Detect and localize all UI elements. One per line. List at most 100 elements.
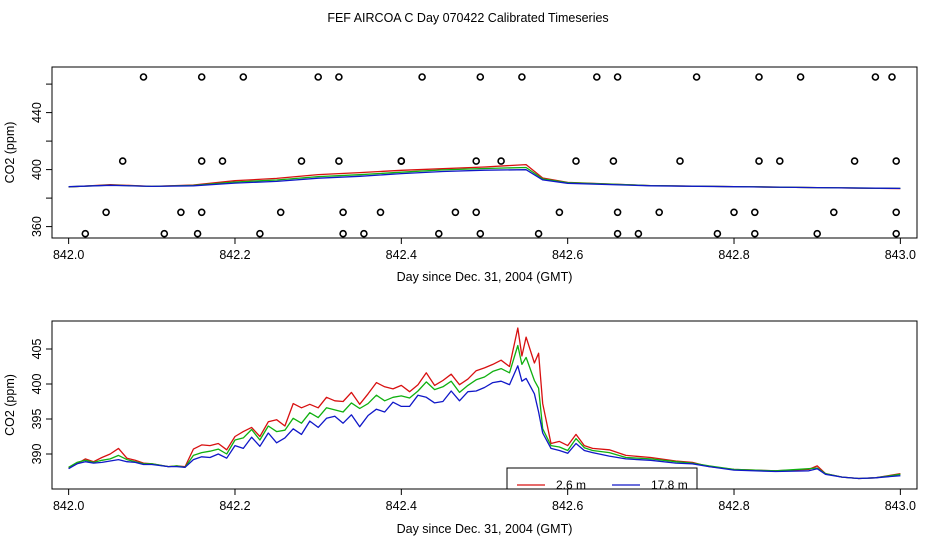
marker-point [335,157,343,165]
marker-point [655,208,664,217]
top-plot-frame [51,66,918,239]
x-tick-label: 842.6 [552,499,583,513]
x-tick-label: 842.2 [219,499,250,513]
marker-point [476,229,485,238]
marker-point [335,73,343,81]
marker-point [193,229,202,238]
top-x-axis: 842.0 842.2 842.4 842.6 842.8 843.0 [53,238,916,262]
marker-point [755,157,763,165]
y-tick-label: 405 [30,339,44,360]
legend-box [506,467,698,490]
marker-point [775,157,784,165]
marker-point [256,229,264,238]
marker-point [572,157,580,165]
marker-point [813,229,822,238]
marker-point [218,157,227,165]
marker-point [750,229,759,238]
x-tick-label: 842.2 [219,248,250,262]
marker-point [613,73,622,81]
top-panel: 842.0 842.2 842.4 842.6 842.8 843.0 360 400 440… [3,66,918,284]
marker-point [497,157,505,165]
x-tick-label: 842.8 [718,248,749,262]
top-y-axis: 360 400 440 [30,83,52,237]
marker-point [139,73,148,81]
marker-point [276,208,285,217]
marker-point [634,229,643,238]
top-y-axis-label: CO2 (ppm) [3,122,17,184]
marker-point [239,73,248,81]
x-tick-label: 842.0 [53,248,84,262]
marker-point [829,208,838,217]
bottom-series-group [68,327,901,480]
marker-point [609,157,618,165]
x-tick-label: 843.0 [885,499,916,513]
marker-point [418,73,426,81]
legend-label-17.8m: 17.8 m [651,478,688,492]
marker-point [197,157,206,165]
page-title: FEF AIRCOA C Day 070422 Calibrated Times… [327,11,608,25]
marker-point [613,229,622,238]
marker-point [555,208,564,217]
marker-point [472,157,481,165]
marker-point [892,208,901,217]
series-line-3 [68,365,901,480]
y-tick-label: 400 [30,374,44,395]
marker-point [197,73,206,81]
marker-point [713,229,722,238]
y-tick-label: 395 [30,409,44,430]
top-series-group [68,163,901,190]
marker-point [750,208,759,217]
marker-point [339,229,347,238]
bottom-panel: 842.0 842.2 842.4 842.6 842.8 843.0 390 395 400… [3,320,918,536]
marker-point [118,157,127,165]
x-tick-label: 842.8 [718,499,749,513]
marker-point [892,157,901,165]
top-x-axis-label: Day since Dec. 31, 2004 (GMT) [397,270,573,284]
legend: 2.6 m 17.8 m [506,467,698,492]
marker-point [692,73,701,81]
marker-point [102,208,110,217]
y-tick-label: 390 [30,444,44,465]
bottom-y-axis-label: CO2 (ppm) [3,374,17,436]
marker-point [613,208,622,217]
marker-point [871,73,880,81]
bottom-y-axis: 390 395 400 405 [30,339,52,465]
marker-point [451,208,460,217]
legend-label-2.6m: 2.6 m [556,478,586,492]
y-tick-label: 400 [30,159,44,180]
x-tick-label: 842.4 [386,499,417,513]
marker-point [314,73,323,81]
series-line-3 [68,169,901,190]
y-tick-label: 440 [30,102,44,123]
bottom-x-axis-label: Day since Dec. 31, 2004 (GMT) [397,522,573,536]
marker-point [397,157,406,165]
marker-point [472,208,481,217]
bottom-plot-frame [51,320,918,490]
marker-point [796,73,805,81]
x-tick-label: 842.6 [552,248,583,262]
marker-point [197,208,206,217]
y-tick-label: 360 [30,216,44,237]
marker-point [339,208,347,217]
x-tick-label: 842.0 [53,499,84,513]
marker-point [676,157,684,165]
marker-point [592,73,601,81]
marker-point [534,229,543,238]
marker-point [850,157,859,165]
bottom-x-axis: 842.0 842.2 842.4 842.6 842.8 843.0 [53,489,916,513]
marker-point [177,208,185,217]
marker-point [476,73,485,81]
marker-point [81,229,90,238]
marker-point [160,229,169,238]
marker-point [892,229,901,238]
marker-point [434,229,443,238]
marker-point [730,208,738,217]
marker-point [755,73,763,81]
x-tick-label: 843.0 [885,248,916,262]
marker-point [888,73,896,81]
x-tick-label: 842.4 [386,248,417,262]
marker-point [360,229,368,238]
marker-point [376,208,385,217]
